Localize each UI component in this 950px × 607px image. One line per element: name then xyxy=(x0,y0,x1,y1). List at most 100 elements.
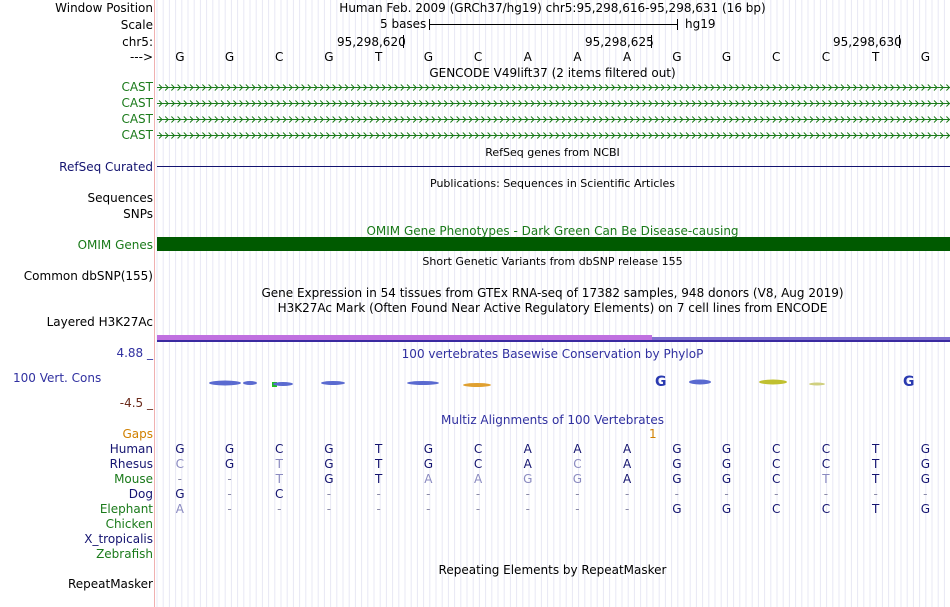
alignment-base: T xyxy=(374,472,383,486)
alignment-base: C xyxy=(821,457,831,471)
species-label-human[interactable]: Human xyxy=(109,442,153,456)
reference-base: G xyxy=(721,50,732,64)
gencode-track-3[interactable]: CAST xyxy=(121,112,153,126)
phylop-min: -4.5 _ xyxy=(119,396,153,410)
alignment-base: - xyxy=(624,487,630,501)
phylop-mark-10 xyxy=(759,379,787,385)
gencode-track-2[interactable]: CAST xyxy=(121,96,153,110)
snps-label[interactable]: SNPs xyxy=(123,207,153,221)
phylop-mark-11 xyxy=(809,382,825,386)
dbsnp-title: Short Genetic Variants from dbSNP releas… xyxy=(422,255,683,268)
scale-value: 5 bases xyxy=(380,17,427,31)
phylop-mark-1 xyxy=(209,380,241,386)
alignment-base: - xyxy=(277,502,282,516)
omim-feature-bar[interactable] xyxy=(157,237,950,251)
reference-base: T xyxy=(871,50,880,64)
alignment-base: A xyxy=(523,457,532,471)
alignment-base: G xyxy=(572,472,583,486)
alignment-base: G xyxy=(324,457,334,471)
phylop-mark-2 xyxy=(243,381,257,385)
gencode-arrows xyxy=(157,116,950,123)
alignment-base: - xyxy=(724,487,729,501)
h3k27ac-label[interactable]: Layered H3K27Ac xyxy=(46,315,153,329)
alignment-base: - xyxy=(624,502,630,516)
refseq-label[interactable]: RefSeq Curated xyxy=(59,160,153,174)
alignment-base: - xyxy=(227,487,232,501)
alignment-base: C xyxy=(473,457,483,471)
reference-base: T xyxy=(374,50,383,64)
alignment-base: A xyxy=(623,457,632,471)
species-label-x_tropicalis[interactable]: X_tropicalis xyxy=(84,532,153,546)
dbsnp-label[interactable]: Common dbSNP(155) xyxy=(23,269,153,283)
alignment-base: T xyxy=(374,457,383,471)
alignment-base: G xyxy=(920,502,930,516)
alignment-base: - xyxy=(326,502,332,516)
alignment-base: - xyxy=(227,472,232,486)
phylop-logo[interactable]: G G xyxy=(155,370,950,394)
scale-label: Scale xyxy=(120,18,153,32)
alignment-base: T xyxy=(275,457,283,471)
alignment-base: C xyxy=(275,442,284,456)
alignment-base: T xyxy=(871,457,880,471)
gencode-feature-3[interactable] xyxy=(157,115,950,124)
alignment-base: G xyxy=(672,442,682,456)
h3k27ac-signal-b[interactable] xyxy=(652,337,950,340)
repeatmasker-title: Repeating Elements by RepeatMasker xyxy=(438,563,667,577)
alignment-base: G xyxy=(175,487,185,501)
alignment-base: - xyxy=(923,487,928,501)
species-label-elephant[interactable]: Elephant xyxy=(99,502,153,516)
scale-bar-right-cap xyxy=(677,19,678,30)
alignment-base: G xyxy=(721,457,732,471)
species-label-zebrafish[interactable]: Zebrafish xyxy=(96,547,153,561)
phylop-mark-5 xyxy=(321,381,345,385)
species-label-dog[interactable]: Dog xyxy=(128,487,153,501)
gencode-arrows xyxy=(157,132,950,139)
alignment-base: - xyxy=(475,487,481,501)
phylop-mark-9 xyxy=(689,379,711,385)
alignment-base: G xyxy=(672,472,682,486)
gencode-track-4[interactable]: CAST xyxy=(121,128,153,142)
alignment-base: G xyxy=(721,502,732,516)
alignment-base: - xyxy=(376,487,381,501)
omim-title: OMIM Gene Phenotypes - Dark Green Can Be… xyxy=(366,224,739,238)
reference-base: C xyxy=(275,50,284,64)
sequences-label[interactable]: Sequences xyxy=(87,191,153,205)
alignment-base: C xyxy=(821,442,831,456)
coord-1-tick xyxy=(403,35,404,48)
alignment-base: T xyxy=(871,442,880,456)
h3k27ac-baseline xyxy=(157,340,950,342)
species-label-mouse[interactable]: Mouse xyxy=(114,472,153,486)
repeatmasker-label[interactable]: RepeatMasker xyxy=(67,577,153,591)
alignment-base: G xyxy=(672,457,682,471)
alignment-base: G xyxy=(721,442,732,456)
alignment-base: T xyxy=(275,472,283,486)
gencode-feature-2[interactable] xyxy=(157,99,950,108)
alignment-base: - xyxy=(426,502,431,516)
phylop-mark-7 xyxy=(463,383,491,387)
alignment-base: G xyxy=(175,442,185,456)
species-label-chicken[interactable]: Chicken xyxy=(105,517,153,531)
reference-base: C xyxy=(772,50,781,64)
alignment-base: C xyxy=(772,442,781,456)
alignment-base: - xyxy=(774,487,779,501)
gencode-title: GENCODE V49lift37 (2 items filtered out) xyxy=(429,66,676,80)
h3k27ac-signal-a[interactable] xyxy=(157,335,652,340)
alignment-base: G xyxy=(920,457,930,471)
gaps-label[interactable]: Gaps xyxy=(122,427,153,441)
publications-title: Publications: Sequences in Scientific Ar… xyxy=(430,177,675,190)
alignment-base: T xyxy=(374,442,383,456)
gencode-feature-1[interactable] xyxy=(157,83,950,92)
phylop-mark-6 xyxy=(407,381,439,385)
alignment-base: G xyxy=(324,472,334,486)
reference-base: A xyxy=(573,50,582,64)
species-label-rhesus[interactable]: Rhesus xyxy=(109,457,153,471)
gencode-track-1[interactable]: CAST xyxy=(121,80,153,94)
alignment-base: A xyxy=(623,472,632,486)
alignment-base: - xyxy=(426,487,431,501)
alignment-base: - xyxy=(575,487,580,501)
refseq-feature-line[interactable] xyxy=(157,166,950,167)
reference-base: G xyxy=(175,50,185,64)
omim-label[interactable]: OMIM Genes xyxy=(77,238,153,252)
phylop-label[interactable]: 100 Vert. Cons xyxy=(13,371,102,385)
gencode-feature-4[interactable] xyxy=(157,131,950,140)
